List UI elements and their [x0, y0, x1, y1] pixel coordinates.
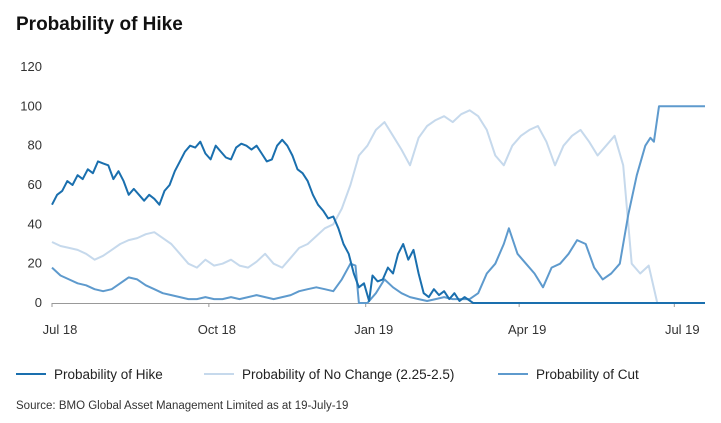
y-tick-label: 60 [28, 177, 42, 192]
series-line-hike [51, 138, 705, 304]
chart-title: Probability of Hike [16, 14, 183, 35]
x-axis: Jul 18 Oct 18 Jan 19 Apr 19 Jul 19 [43, 303, 700, 337]
series-line-cut [51, 105, 705, 304]
line-chart: 0 20 40 60 80 100 120 Jul 18 Oct 18 Jan 19 Apr 19… [20, 59, 705, 337]
x-tick-label: Jan 19 [354, 322, 393, 337]
source-note: Source: BMO Global Asset Management Limi… [16, 400, 349, 412]
x-tick-label: Jul 19 [665, 322, 700, 337]
series-line-no-change [51, 109, 705, 304]
legend-item-cut: Probability of Cut [498, 366, 639, 384]
legend-item-hike: Probability of Hike [16, 366, 163, 384]
y-axis: 0 20 40 60 80 100 120 [20, 59, 42, 310]
y-tick-label: 120 [20, 59, 42, 74]
y-tick-label: 40 [28, 216, 42, 231]
legend: Probability of Hike Probability of No Ch… [16, 366, 716, 384]
y-tick-label: 0 [35, 295, 42, 310]
x-tick-label: Oct 18 [198, 322, 236, 337]
y-tick-label: 100 [20, 98, 42, 113]
x-tick-label: Jul 18 [43, 322, 78, 337]
legend-swatch-cut [498, 373, 528, 376]
legend-item-no-change: Probability of No Change (2.25-2.5) [204, 366, 454, 384]
legend-swatch-hike [16, 373, 46, 376]
legend-label-cut: Probability of Cut [536, 367, 639, 382]
y-tick-label: 20 [28, 256, 42, 271]
legend-label-hike: Probability of Hike [54, 367, 163, 382]
legend-swatch-no-change [204, 373, 234, 376]
legend-label-no-change: Probability of No Change (2.25-2.5) [242, 367, 455, 382]
y-tick-label: 80 [28, 138, 42, 153]
x-tick-label: Apr 19 [508, 322, 546, 337]
series-layer [51, 105, 705, 304]
